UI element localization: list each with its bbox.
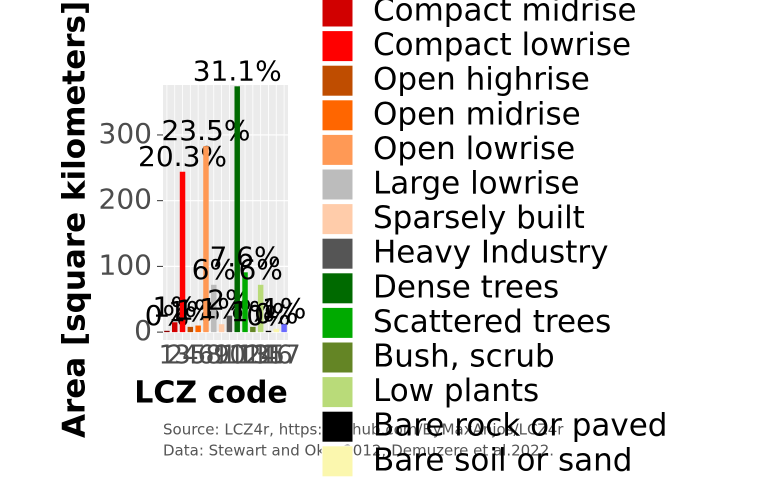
legend-label: Bare soil or sand xyxy=(373,442,633,478)
x-tick-label: 4 xyxy=(182,341,199,371)
value-label: 31.1% xyxy=(193,54,282,87)
y-tick-label: 0 xyxy=(134,314,152,347)
x-tick-label: 11 xyxy=(221,341,254,371)
x-tick-label: 6 xyxy=(198,341,215,371)
caption: Data: Stewart and Oke, 2012; Demuzere et… xyxy=(163,442,554,460)
legend-label: Compact lowrise xyxy=(373,27,631,63)
bar xyxy=(218,324,225,333)
legend-label: Open lowrise xyxy=(373,131,575,167)
legend-label: Open highrise xyxy=(373,62,590,98)
legend-swatch xyxy=(321,272,354,305)
bar xyxy=(226,315,233,333)
bar xyxy=(234,86,240,333)
y-tick-label: 200 xyxy=(99,183,152,216)
legend-swatch xyxy=(321,64,354,97)
legend-swatch xyxy=(321,410,354,443)
x-tick-label: 12 xyxy=(228,341,261,371)
x-tick-label: 15 xyxy=(252,341,285,371)
bar xyxy=(281,324,287,333)
x-axis-title: LCZ code xyxy=(134,376,288,411)
x-tick-label: 8 xyxy=(206,341,223,371)
legend-swatch xyxy=(321,203,354,236)
legend-swatch xyxy=(321,0,354,28)
legend-label: Open midrise xyxy=(373,96,581,132)
legend-label: Bare rock or paved xyxy=(373,408,667,444)
x-tick-label: 14 xyxy=(244,341,277,371)
bar xyxy=(250,326,256,333)
bar xyxy=(171,322,178,333)
legend-swatch xyxy=(321,99,354,132)
legend-label: Bush, scrub xyxy=(373,339,555,375)
value-label: 1% xyxy=(231,295,275,328)
legend-swatch xyxy=(321,133,354,166)
x-tick-label: 17 xyxy=(268,341,301,371)
x-tick-label: 2 xyxy=(166,341,183,371)
legend-label: Compact midrise xyxy=(373,0,637,29)
legend-label: Low plants xyxy=(373,373,539,409)
bar xyxy=(257,284,264,333)
x-tick-label: 1 xyxy=(159,341,176,371)
value-label: 0% xyxy=(254,297,298,330)
legend-swatch xyxy=(321,445,354,478)
value-label: 1% xyxy=(262,292,306,325)
x-tick-label: 9 xyxy=(213,341,230,371)
x-tick-label: 3 xyxy=(174,341,191,371)
bar xyxy=(179,171,186,333)
bar xyxy=(203,146,209,333)
legend-swatch xyxy=(321,306,354,339)
legend-swatch xyxy=(321,341,354,374)
value-label: 1% xyxy=(153,290,197,323)
bar xyxy=(265,330,272,333)
x-tick-label: 13 xyxy=(236,341,269,371)
legend-label: Dense trees xyxy=(373,269,559,305)
x-tick-label: 10 xyxy=(213,341,246,371)
x-tick-label: 16 xyxy=(260,341,293,371)
caption: Source: LCZ4r, https://github.com/ByMaxA… xyxy=(163,421,564,439)
legend-label: Heavy Industry xyxy=(373,235,608,271)
value-label: 20.3% xyxy=(138,140,227,173)
y-tick-label: 100 xyxy=(99,248,152,281)
legend-swatch xyxy=(321,168,354,201)
legend-label: Scattered trees xyxy=(373,304,611,340)
legend-swatch xyxy=(321,237,354,270)
bar xyxy=(187,326,194,333)
bar xyxy=(195,325,201,333)
bar xyxy=(242,272,248,333)
x-tick-label: 5 xyxy=(190,341,207,371)
legend-label: Large lowrise xyxy=(373,166,580,202)
y-axis-title: Area [square kilometers] xyxy=(57,1,93,438)
value-label: 6% xyxy=(238,253,282,286)
y-tick-label: 300 xyxy=(99,117,152,150)
bar xyxy=(273,328,280,333)
legend-swatch xyxy=(321,30,354,63)
bar xyxy=(211,284,217,333)
legend-label: Sparsely built xyxy=(373,200,585,236)
value-label: 7.6% xyxy=(209,240,280,273)
legend-swatch xyxy=(321,376,354,409)
value-label: 6% xyxy=(192,253,236,286)
bar xyxy=(164,330,170,333)
